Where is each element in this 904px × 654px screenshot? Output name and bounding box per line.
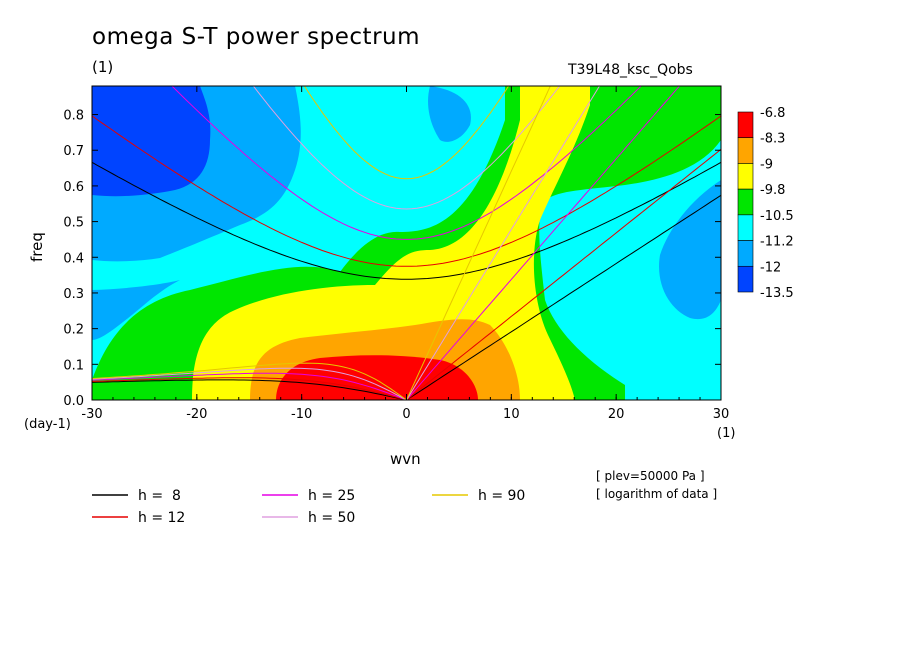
dispersion-curve: [406, 86, 601, 400]
x-tick-label: -30: [81, 407, 102, 422]
y-tick-label: 0.7: [63, 144, 84, 159]
colorbar-swatch: [737, 163, 754, 190]
colorbar-swatch: [737, 265, 754, 293]
y-tick-label: 0.1: [63, 358, 84, 373]
run-label: T39L48_ksc_Qobs: [568, 62, 693, 78]
dispersion-curve: [92, 372, 407, 400]
colorbar-swatch: [737, 188, 754, 216]
y-tick-label: 0.4: [63, 251, 84, 266]
colorbar-swatch: [737, 240, 754, 267]
legend-label: h = 12: [138, 510, 185, 526]
legend-label: h = 50: [308, 510, 355, 526]
legend-label: h = 90: [478, 488, 525, 504]
y-tick-label: 0.0: [63, 394, 84, 409]
y-tick-label: 0.2: [63, 323, 84, 338]
colorbar-swatch: [737, 137, 754, 164]
dispersion-curve: [92, 161, 721, 280]
legend-label: h = 25: [308, 488, 355, 504]
colorbar-label: -10.5: [760, 209, 794, 224]
dispersion-curve: [92, 115, 721, 267]
colorbar-label: -13.5: [760, 286, 794, 301]
chart-units-label: (1): [92, 58, 114, 76]
dispersion-curve: [406, 86, 681, 400]
x-tick-label: 30: [713, 407, 730, 422]
x-tick-label: -20: [186, 407, 207, 422]
note-logarithm: [ logarithm of data ]: [596, 487, 718, 501]
colorbar-label: -11.2: [760, 235, 794, 250]
dispersion-curve: [92, 367, 407, 400]
x-tick-label: 10: [503, 407, 520, 422]
dispersion-curve: [406, 148, 721, 400]
colorbar-label: -9: [760, 157, 773, 172]
note-plev: [ plev=50000 Pa ]: [596, 469, 705, 483]
colorbar-label: -6.8: [760, 106, 785, 121]
y-axis-units: (day-1): [24, 417, 71, 432]
x-tick-label: 20: [608, 407, 625, 422]
colorbar: -6.8 -8.3 -9 -9.8 -10.5 -11.2 -12 -13.5: [737, 106, 794, 301]
x-axis-units: (1): [717, 426, 736, 441]
dispersion-curve: [406, 194, 721, 400]
dispersion-curve: [303, 86, 510, 180]
legend-label: h = 8: [138, 488, 181, 504]
colorbar-swatch: [737, 111, 754, 139]
dispersion-legend: h = 8 h = 12 h = 25 h = 50 h = 90: [92, 488, 525, 526]
dispersion-curve: [406, 86, 551, 400]
x-axis-label: wvn: [390, 450, 421, 468]
colorbar-label: -9.8: [760, 183, 785, 198]
dispersion-curve: [92, 379, 407, 400]
y-tick-label: 0.6: [63, 180, 84, 195]
y-tick-label: 0.3: [63, 287, 84, 302]
colorbar-label: -8.3: [760, 132, 785, 147]
dispersion-curve: [252, 86, 561, 210]
dispersion-curve: [171, 86, 642, 240]
dispersion-curve: [92, 362, 407, 400]
dispersion-curve: [92, 377, 407, 400]
spectrum-field: [92, 86, 721, 400]
colorbar-label: -12: [760, 260, 781, 275]
chart-title: omega S-T power spectrum: [92, 24, 421, 50]
x-tick-label: 0: [402, 407, 410, 422]
y-tick-label: 0.5: [63, 216, 84, 231]
y-tick-label: 0.8: [63, 109, 84, 124]
x-tick-label: -10: [291, 407, 312, 422]
colorbar-swatch: [737, 214, 754, 241]
